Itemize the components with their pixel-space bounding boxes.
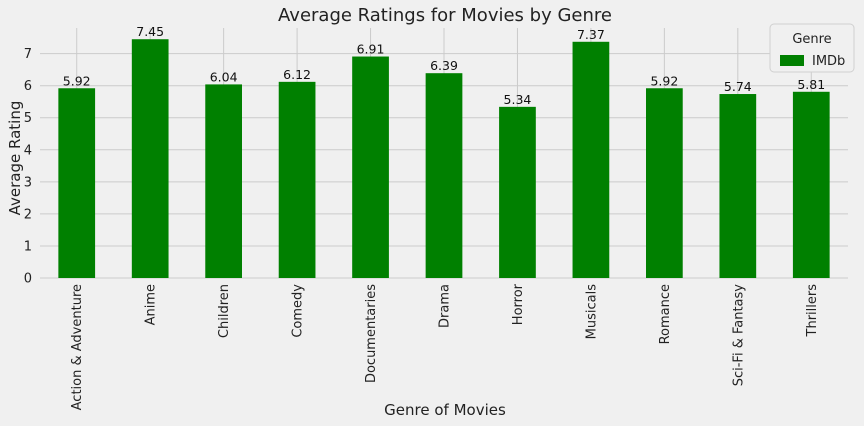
bar: [278, 81, 316, 278]
bar: [499, 106, 536, 278]
x-tick-label: Sci-Fi & Fantasy: [731, 284, 746, 387]
bar-data-label: 5.74: [724, 79, 752, 94]
bar: [58, 88, 96, 278]
x-tick-label: Thrillers: [805, 284, 820, 338]
y-tick-label: 1: [24, 239, 32, 254]
x-tick-label: Documentaries: [364, 284, 379, 383]
bar: [352, 56, 389, 279]
x-tick-label: Musicals: [584, 284, 599, 340]
bar: [425, 73, 463, 278]
y-tick-label: 3: [24, 175, 32, 190]
x-tick-label: Horror: [511, 283, 526, 325]
x-tick-label: Comedy: [291, 284, 306, 338]
bar-data-label: 7.37: [577, 27, 605, 42]
bar: [719, 94, 757, 279]
y-tick-labels: 0 1 2 3 4 5 6 7: [24, 47, 32, 286]
bar: [131, 39, 169, 278]
bar-data-label: 6.39: [430, 58, 458, 73]
y-tick-label: 7: [24, 47, 32, 62]
bar-data-label: 7.45: [136, 24, 164, 39]
bar-data-label: 6.91: [357, 42, 385, 57]
legend-entry-imdb: IMDb: [812, 54, 845, 69]
chart-title: Average Ratings for Movies by Genre: [278, 5, 612, 26]
bars: [58, 39, 830, 279]
bar-data-labels: 5.92 7.45 6.04 6.12 6.91 6.39 5.34 7.37 5.92 5.74…: [63, 24, 825, 107]
x-tick-label: Children: [217, 284, 232, 338]
legend-title: Genre: [792, 32, 831, 47]
bar-data-label: 5.34: [504, 92, 532, 107]
bar-data-label: 5.81: [797, 77, 825, 92]
x-axis-label: Genre of Movies: [384, 401, 506, 419]
legend: Genre IMDb: [769, 23, 855, 73]
y-tick-label: 5: [24, 111, 32, 126]
bar: [572, 41, 610, 279]
y-tick-label: 4: [24, 143, 32, 158]
x-tick-label: Drama: [438, 284, 453, 328]
x-tick-label: Romance: [658, 284, 673, 344]
bar-data-label: 6.04: [210, 69, 238, 84]
bar-data-label: 6.12: [283, 67, 311, 82]
y-tick-label: 2: [24, 207, 32, 222]
bar-data-label: 5.92: [63, 73, 91, 88]
bar: [792, 91, 830, 279]
x-tick-labels: Action & Adventure Anime Children Comedy Doc…: [70, 283, 820, 410]
x-tick-label: Action & Adventure: [70, 284, 85, 410]
legend-swatch-imdb: [780, 55, 804, 66]
x-tick-label: Anime: [144, 284, 159, 325]
bar: [646, 88, 683, 278]
bar-data-label: 5.92: [650, 73, 678, 88]
y-axis-label: Average Rating: [6, 101, 24, 216]
y-tick-label: 0: [24, 272, 32, 287]
y-tick-label: 6: [24, 79, 32, 94]
bar: [205, 84, 242, 279]
